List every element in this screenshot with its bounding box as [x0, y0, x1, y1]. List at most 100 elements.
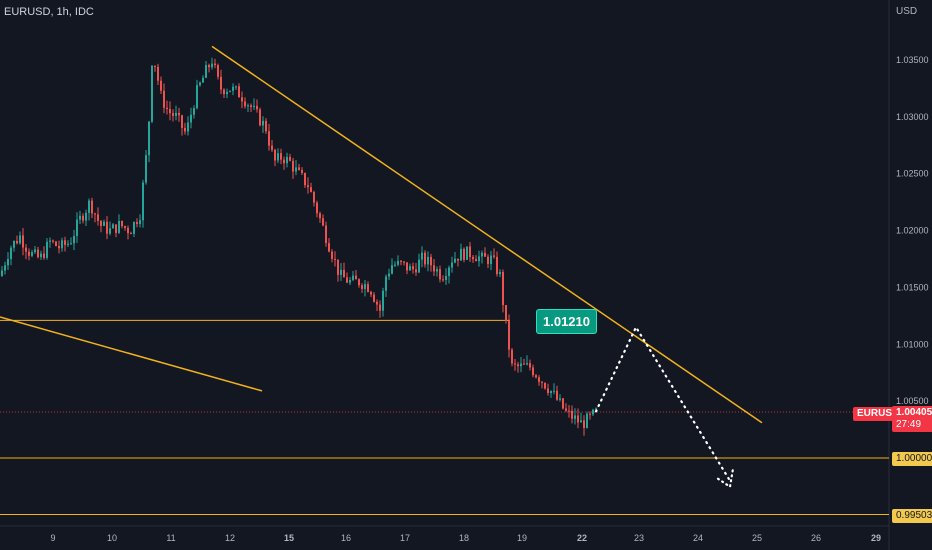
y-tick-label: 1.02500	[896, 169, 929, 179]
candle-body	[592, 409, 594, 415]
candle-body	[112, 224, 114, 229]
candle-body	[121, 220, 123, 227]
candle-body	[334, 258, 336, 260]
candle-body	[103, 221, 105, 226]
candle-body	[358, 279, 360, 286]
candle-body	[64, 240, 66, 245]
candle-body	[367, 284, 369, 292]
candle-body	[346, 277, 348, 283]
candle-body	[91, 200, 93, 214]
candle-body	[133, 222, 135, 234]
candle-body	[172, 113, 174, 116]
candle-body	[571, 410, 573, 419]
candle-body	[478, 256, 480, 262]
symbol-label: EURUSD, 1h, IDC	[4, 6, 94, 18]
candle-body	[328, 243, 330, 252]
candle-body	[310, 187, 312, 193]
candle-body	[457, 258, 459, 261]
y-tick-label: 1.01500	[896, 282, 929, 292]
candle-body	[154, 65, 156, 67]
candle-body	[211, 63, 213, 68]
candle-body	[34, 249, 36, 253]
candle-body	[139, 220, 141, 224]
candle-body	[235, 86, 237, 88]
candle-body	[46, 241, 48, 258]
candle-body	[538, 377, 540, 382]
candle-body	[466, 246, 468, 260]
candle-body	[451, 262, 453, 268]
candle-body	[388, 273, 390, 277]
candle-body	[100, 220, 102, 226]
candle-body	[496, 256, 498, 275]
candle-body	[160, 80, 162, 91]
candle-body	[220, 76, 222, 90]
candle-body	[7, 259, 9, 266]
candle-body	[508, 321, 510, 350]
x-tick-label: 22	[577, 533, 587, 543]
candle-body	[232, 86, 234, 91]
candle-body	[412, 266, 414, 270]
candle-body	[553, 390, 555, 392]
candle-body	[409, 266, 411, 271]
candle-body	[37, 249, 39, 258]
candle-body	[280, 153, 282, 160]
candle-body	[436, 269, 438, 272]
candle-body	[475, 259, 477, 262]
candle-body	[43, 253, 45, 258]
candle-body	[319, 213, 321, 219]
candle-body	[85, 212, 87, 221]
candle-body	[238, 86, 240, 98]
candle-body	[529, 363, 531, 368]
candle-body	[295, 167, 297, 172]
x-tick-label: 15	[284, 533, 294, 543]
candle-body	[28, 251, 30, 256]
candle-body	[502, 272, 504, 306]
candle-body	[151, 65, 153, 122]
candle-body	[520, 363, 522, 367]
candle-body	[190, 114, 192, 123]
candle-body	[418, 259, 420, 273]
x-tick-label: 18	[459, 533, 469, 543]
candle-body	[217, 65, 219, 77]
bar-countdown: 27:49	[892, 418, 932, 432]
y-tick-label: 1.02000	[896, 226, 929, 236]
candle-body	[400, 260, 402, 262]
candle-body	[247, 105, 249, 107]
candle-body	[439, 269, 441, 280]
candle-body	[289, 156, 291, 161]
candle-body	[157, 66, 159, 81]
candle-body	[577, 415, 579, 423]
candle-body	[316, 202, 318, 214]
candle-body	[265, 120, 267, 132]
candle-body	[25, 247, 27, 252]
candle-body	[559, 398, 561, 400]
candle-body	[61, 240, 63, 249]
candle-body	[556, 390, 558, 400]
candle-body	[193, 108, 195, 115]
projection-path	[594, 324, 732, 482]
candle-body	[301, 169, 303, 173]
level-tag-2: 0.99503	[892, 509, 932, 523]
candle-body	[535, 375, 537, 378]
candle-body	[205, 65, 207, 78]
candle-body	[226, 91, 228, 95]
candle-body	[115, 224, 117, 233]
candle-body	[286, 156, 288, 164]
candle-body	[79, 215, 81, 220]
candle-body	[124, 226, 126, 228]
candle-body	[361, 285, 363, 289]
candle-body	[97, 214, 99, 221]
candle-body	[274, 149, 276, 161]
candle-body	[523, 363, 525, 365]
candle-body	[325, 225, 327, 244]
candle-body	[292, 160, 294, 172]
candle-body	[70, 243, 72, 245]
candle-body	[364, 284, 366, 289]
candle-body	[469, 246, 471, 258]
candle-body	[118, 220, 120, 233]
candle-body	[181, 115, 183, 128]
candle-body	[355, 275, 357, 280]
candle-body	[379, 304, 381, 311]
candle-body	[442, 279, 444, 281]
